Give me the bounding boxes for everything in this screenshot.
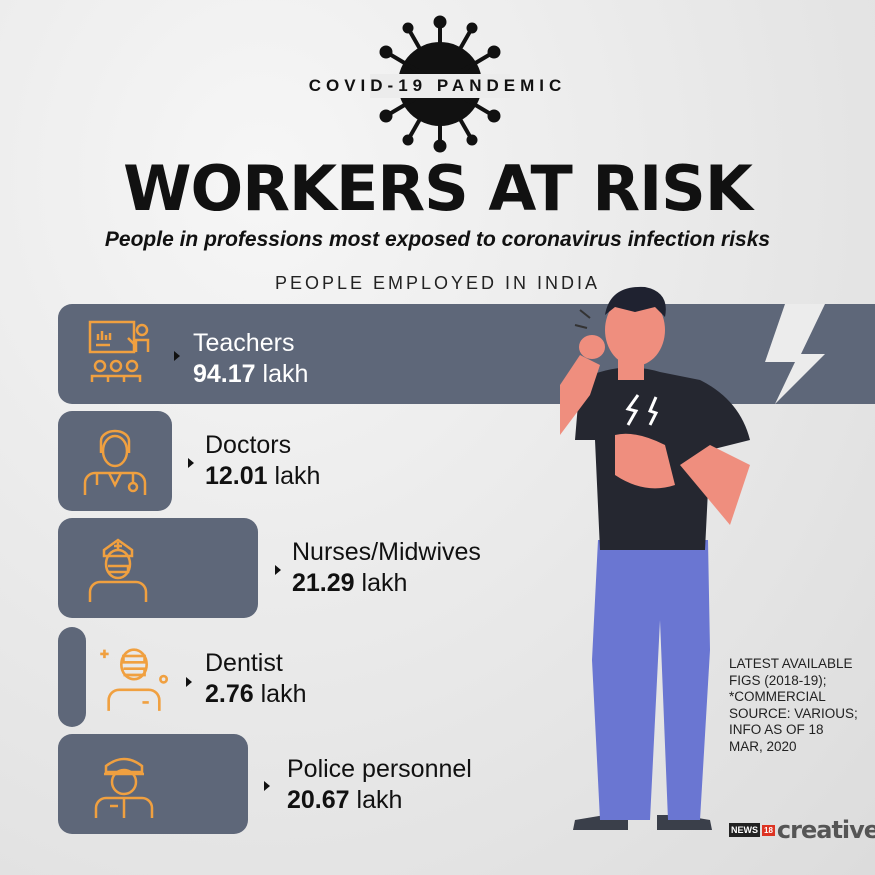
value-label: 21.29 bbox=[292, 569, 355, 597]
pointer-icon bbox=[186, 677, 192, 687]
label-dentist: Dentist 2.76 lakh bbox=[205, 648, 307, 710]
page-title: WORKERS AT RISK bbox=[123, 152, 753, 225]
subtitle: People in professions most exposed to co… bbox=[104, 228, 771, 251]
kicker-text: COVID-19 PANDEMIC bbox=[308, 76, 567, 95]
virus-icon bbox=[370, 15, 510, 153]
teacher-icon bbox=[88, 320, 150, 382]
category-label: Police personnel bbox=[287, 755, 472, 783]
pointer-icon bbox=[174, 351, 180, 361]
category-label: Doctors bbox=[205, 431, 292, 459]
unit-label: lakh bbox=[356, 786, 403, 814]
logo-creative: creative bbox=[776, 816, 875, 844]
news18-creative-logo: NEWS 18 creative bbox=[729, 816, 875, 844]
doctor-icon bbox=[83, 429, 147, 495]
bar-police bbox=[58, 734, 248, 834]
label-police: Police personnel 20.67 lakh bbox=[287, 754, 472, 816]
bar-teachers bbox=[58, 304, 875, 404]
category-label: Dentist bbox=[205, 649, 283, 677]
unit-label: lakh bbox=[274, 462, 321, 490]
bar-dentist bbox=[58, 627, 86, 727]
pointer-icon bbox=[188, 458, 194, 468]
police-icon bbox=[94, 757, 154, 818]
category-label: Teachers bbox=[193, 329, 295, 357]
dentist-icon bbox=[100, 648, 169, 711]
unit-label: lakh bbox=[262, 360, 309, 388]
pointer-icon bbox=[275, 565, 281, 575]
value-label: 2.76 bbox=[205, 680, 254, 708]
label-nurses: Nurses/Midwives 21.29 lakh bbox=[292, 537, 481, 599]
unit-label: lakh bbox=[260, 680, 307, 708]
label-teachers: Teachers 94.17 lakh bbox=[193, 328, 308, 390]
coughing-man-illustration bbox=[560, 286, 750, 830]
unit-label: lakh bbox=[361, 569, 408, 597]
lightning-icon bbox=[765, 304, 825, 404]
section-title: PEOPLE EMPLOYED IN INDIA bbox=[274, 273, 601, 293]
value-label: 12.01 bbox=[205, 462, 268, 490]
kicker: COVID-19 PANDEMIC bbox=[0, 76, 875, 96]
value-label: 20.67 bbox=[287, 786, 350, 814]
category-label: Nurses/Midwives bbox=[292, 538, 481, 566]
pointer-icon bbox=[264, 781, 270, 791]
nurse-icon bbox=[88, 538, 148, 602]
logo-18: 18 bbox=[762, 824, 775, 836]
source-note: LATEST AVAILABLE FIGS (2018-19); *COMMER… bbox=[729, 656, 858, 754]
bar-doctors bbox=[58, 411, 172, 511]
value-label: 94.17 bbox=[193, 360, 256, 388]
logo-news: NEWS bbox=[729, 823, 760, 837]
label-doctors: Doctors 12.01 lakh bbox=[205, 430, 320, 492]
bar-nurses bbox=[58, 518, 258, 618]
